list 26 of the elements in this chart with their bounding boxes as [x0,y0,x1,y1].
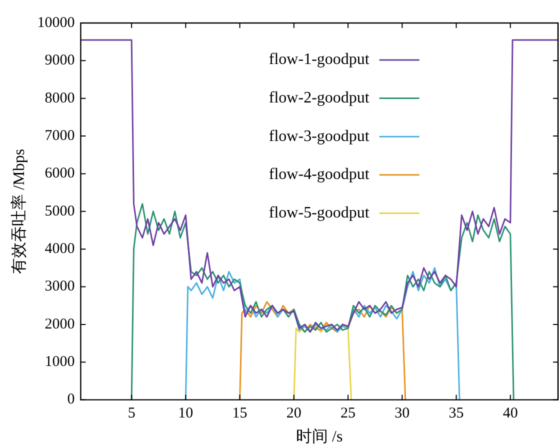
y-axis-title: 有效吞吐率 /Mbps [10,148,28,274]
x-tick-label: 25 [340,406,356,422]
y-tick-label: 2000 [44,316,75,332]
y-tick-label: 7000 [44,128,75,144]
y-tick-label: 3000 [44,278,75,295]
x-tick-label: 10 [178,406,194,422]
y-tick-label: 5000 [44,203,75,220]
x-tick-label: 15 [232,406,248,422]
y-tick-label: 10000 [37,14,75,31]
y-tick-label: 8000 [44,90,75,106]
legend-label: flow-3-goodput [268,128,370,145]
y-tick-label: 9000 [44,52,75,69]
x-axis-title: 时间 /s [296,428,343,446]
legend-label: flow-4-goodput [268,166,370,184]
y-tick-label: 4000 [44,241,75,258]
y-tick-label: 0 [67,392,75,408]
y-tick-label: 6000 [44,166,75,182]
legend-label: flow-1-goodput [268,51,370,68]
x-tick-label: 20 [286,406,302,422]
x-tick-label: 5 [128,406,136,422]
y-tick-label: 1000 [44,354,75,370]
legend-label: flow-2-goodput [268,90,370,107]
x-tick-label: 35 [448,406,464,422]
x-tick-label: 30 [394,406,410,422]
x-tick-label: 40 [502,406,518,422]
legend-label: flow-5-goodput [268,204,370,222]
